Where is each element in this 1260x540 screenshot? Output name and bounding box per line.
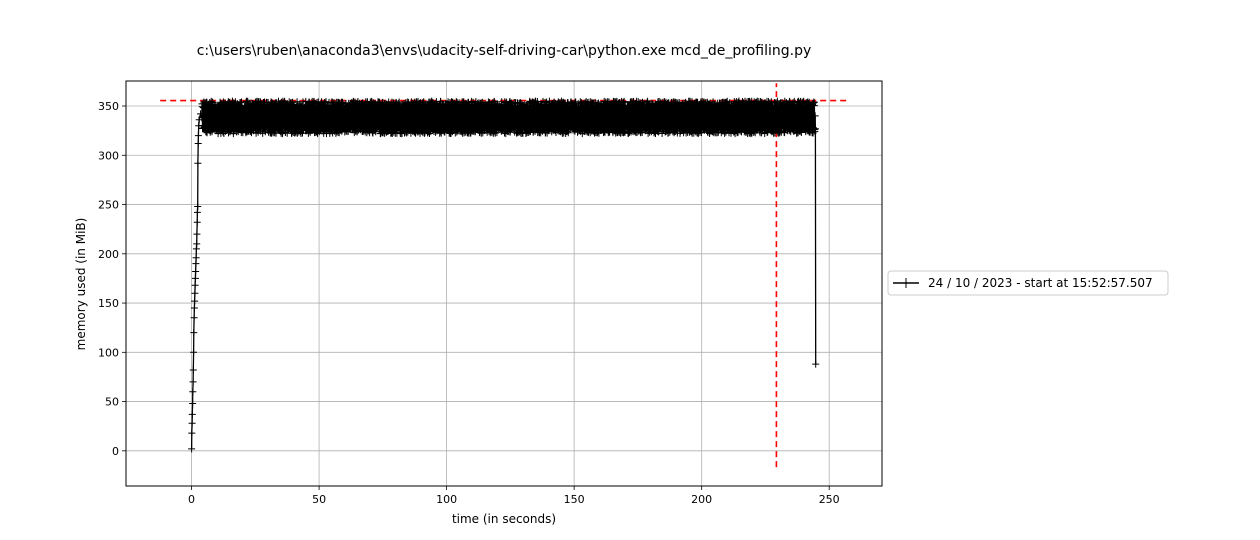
x-tick-label: 0 [188,493,195,506]
legend-label: 24 / 10 / 2023 - start at 15:52:57.507 [928,276,1153,290]
grid-lines [126,81,882,486]
y-axis-ticks: 0 50 100 150 200 250 300 350 [98,100,126,458]
data-series [188,97,820,453]
x-tick-label: 150 [564,493,585,506]
legend: 24 / 10 / 2023 - start at 15:52:57.507 [887,270,1169,296]
reference-lines [160,83,848,468]
x-tick-label: 50 [312,493,326,506]
x-tick-label: 100 [436,493,457,506]
series-markers [188,97,820,453]
y-tick-label: 150 [98,297,119,310]
y-tick-label: 200 [98,248,119,261]
y-tick-label: 0 [112,445,119,458]
y-tick-label: 250 [98,199,119,212]
x-tick-label: 200 [691,493,712,506]
legend-box [887,270,1169,296]
legend-marker [901,278,911,288]
series-line [190,98,817,449]
x-axis-label: time (in seconds) [452,512,556,526]
plot-frame [125,80,883,487]
y-axis-label: memory used (in MiB) [74,218,88,351]
y-tick-label: 50 [105,396,119,409]
x-tick-label: 250 [819,493,840,506]
y-tick-label: 300 [98,149,119,162]
y-tick-label: 100 [98,346,119,359]
x-axis-ticks: 0 50 100 150 200 250 [188,486,840,506]
chart-title: c:\users\ruben\anaconda3\envs\udacity-se… [197,43,812,59]
y-tick-label: 350 [98,100,119,113]
